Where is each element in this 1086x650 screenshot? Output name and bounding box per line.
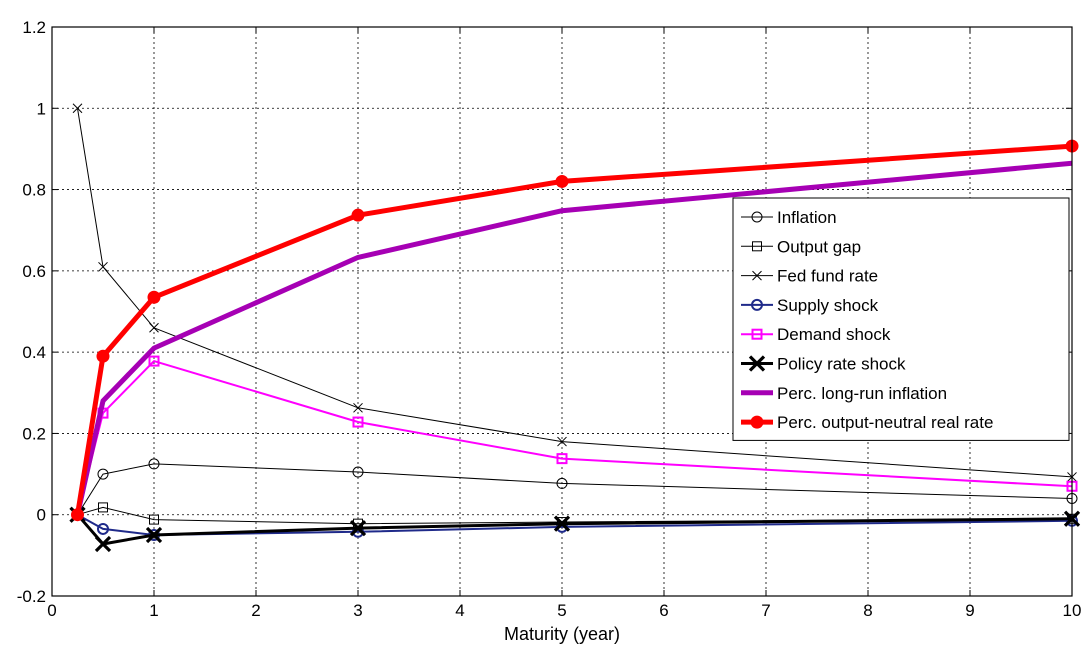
data-point (98, 261, 108, 272)
legend-items: Inflation Output gap Fed fund rate Supply s… (741, 208, 993, 432)
data-point (352, 416, 364, 428)
data-point (556, 477, 568, 489)
legend-box (732, 197, 1070, 441)
legend-label: Inflation (777, 208, 837, 227)
data-point (353, 402, 363, 413)
data-point (555, 174, 569, 188)
data-point (557, 436, 567, 447)
data-point (71, 508, 84, 522)
data-point (556, 453, 568, 465)
legend-label: Perc. output-neutral real rate (777, 413, 993, 432)
data-point (72, 103, 83, 114)
y-tick-label: 0.4 (22, 343, 46, 362)
legend-marker (751, 298, 763, 311)
legend-item: Policy rate shock (741, 355, 906, 374)
data-point (96, 349, 110, 363)
legend-item: Demand shock (741, 325, 891, 344)
x-tick-label: 5 (557, 601, 566, 620)
series-policy-rate-shock (69, 506, 1081, 553)
series-line (77, 463, 1073, 515)
series-fed-fund-rate (72, 103, 1077, 482)
legend-label: Output gap (777, 237, 861, 256)
legend: Inflation Output gap Fed fund rate Supply s… (732, 197, 1070, 441)
data-point (148, 458, 160, 470)
legend-marker (751, 328, 763, 340)
y-tick-label: 0.6 (22, 262, 46, 281)
x-tick-label: 2 (251, 601, 260, 620)
data-point (97, 522, 109, 535)
y-tick-label: 1.2 (22, 18, 46, 37)
x-tick-label: 3 (353, 601, 362, 620)
series-inflation (72, 458, 1078, 521)
data-point (97, 468, 109, 480)
legend-marker (751, 211, 763, 223)
data-point (147, 290, 161, 304)
x-tick-label: 8 (863, 601, 872, 620)
legend-marker (752, 270, 762, 281)
data-point (98, 502, 108, 513)
x-tick-label: 1 (149, 601, 158, 620)
y-tick-label: 0.8 (22, 181, 46, 200)
series-group (69, 103, 1081, 553)
data-point (351, 208, 365, 222)
legend-label: Fed fund rate (777, 267, 878, 286)
legend-item: Perc. long-run inflation (741, 384, 947, 403)
legend-label: Demand shock (777, 325, 891, 344)
axis-ticks: 0 1 2 3 4 5 6 7 8 9 10-0.200.20.40.60.811.2 (17, 18, 1082, 620)
series-perc-long-run-inflation (75, 160, 1073, 516)
y-tick-label: 1 (37, 99, 46, 118)
y-tick-label: 0.2 (22, 424, 46, 443)
x-tick-label: 9 (965, 601, 974, 620)
x-tick-label: 7 (761, 601, 770, 620)
series-line (77, 108, 1073, 478)
data-point (349, 519, 367, 537)
legend-label: Supply shock (777, 296, 879, 315)
x-tick-label: 10 (1063, 601, 1082, 620)
series-line (76, 513, 1073, 546)
legend-item: Inflation (741, 208, 837, 227)
x-tick-label: 6 (659, 601, 668, 620)
legend-marker (750, 415, 764, 429)
x-axis-label: Maturity (year) (504, 624, 620, 644)
series-line (75, 160, 1073, 516)
legend-item: Fed fund rate (741, 267, 878, 286)
data-point (149, 322, 159, 333)
legend-item: Perc. output-neutral real rate (741, 413, 993, 432)
data-point (148, 355, 160, 367)
data-point (553, 515, 571, 532)
y-tick-label: 0 (37, 506, 46, 525)
legend-marker (748, 355, 766, 372)
data-point (145, 526, 163, 544)
legend-item: Supply shock (741, 296, 879, 315)
x-tick-label: 0 (47, 601, 56, 620)
legend-marker (752, 241, 762, 252)
legend-item: Output gap (741, 237, 861, 256)
x-tick-label: 4 (455, 601, 464, 620)
y-tick-label: -0.2 (17, 587, 46, 606)
legend-label: Policy rate shock (777, 355, 906, 374)
series-line (75, 143, 1073, 516)
data-point (352, 466, 364, 478)
legend-label: Perc. long-run inflation (777, 384, 947, 403)
data-point (94, 535, 112, 553)
data-point (149, 514, 159, 525)
